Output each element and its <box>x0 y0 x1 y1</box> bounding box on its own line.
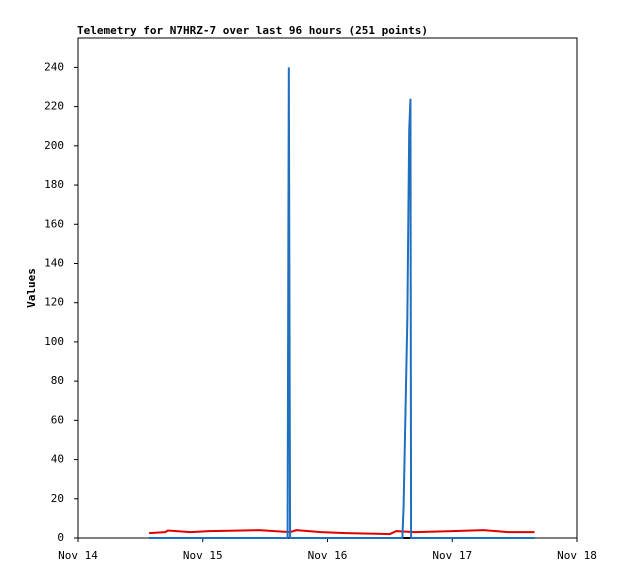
series-line <box>149 67 535 539</box>
x-tick-label: Nov 16 <box>308 549 348 562</box>
x-tick-label: Nov 15 <box>183 549 223 562</box>
plot-frame <box>77 37 578 539</box>
y-tick-label: 40 <box>51 453 64 466</box>
y-axis-label: Values <box>25 268 38 308</box>
y-tick-label: 220 <box>44 100 64 113</box>
y-tick-label: 160 <box>44 217 64 230</box>
x-tick-label: Nov 17 <box>432 549 472 562</box>
y-tick-label: 100 <box>44 335 64 348</box>
x-tick-label: Nov 14 <box>58 549 98 562</box>
y-tick-label: 180 <box>44 178 64 191</box>
y-tick-label: 20 <box>51 492 64 505</box>
y-tick-label: 200 <box>44 139 64 152</box>
y-tick-label: 120 <box>44 296 64 309</box>
y-tick-label: 80 <box>51 374 64 387</box>
x-tick-label: Nov 18 <box>557 549 597 562</box>
chart-title: Telemetry for N7HRZ-7 over last 96 hours… <box>77 24 428 37</box>
y-tick-label: 140 <box>44 256 64 269</box>
series-line <box>149 529 535 536</box>
y-tick-label: 0 <box>57 531 64 544</box>
y-tick-label: 60 <box>51 413 64 426</box>
y-tick-label: 240 <box>44 60 64 73</box>
